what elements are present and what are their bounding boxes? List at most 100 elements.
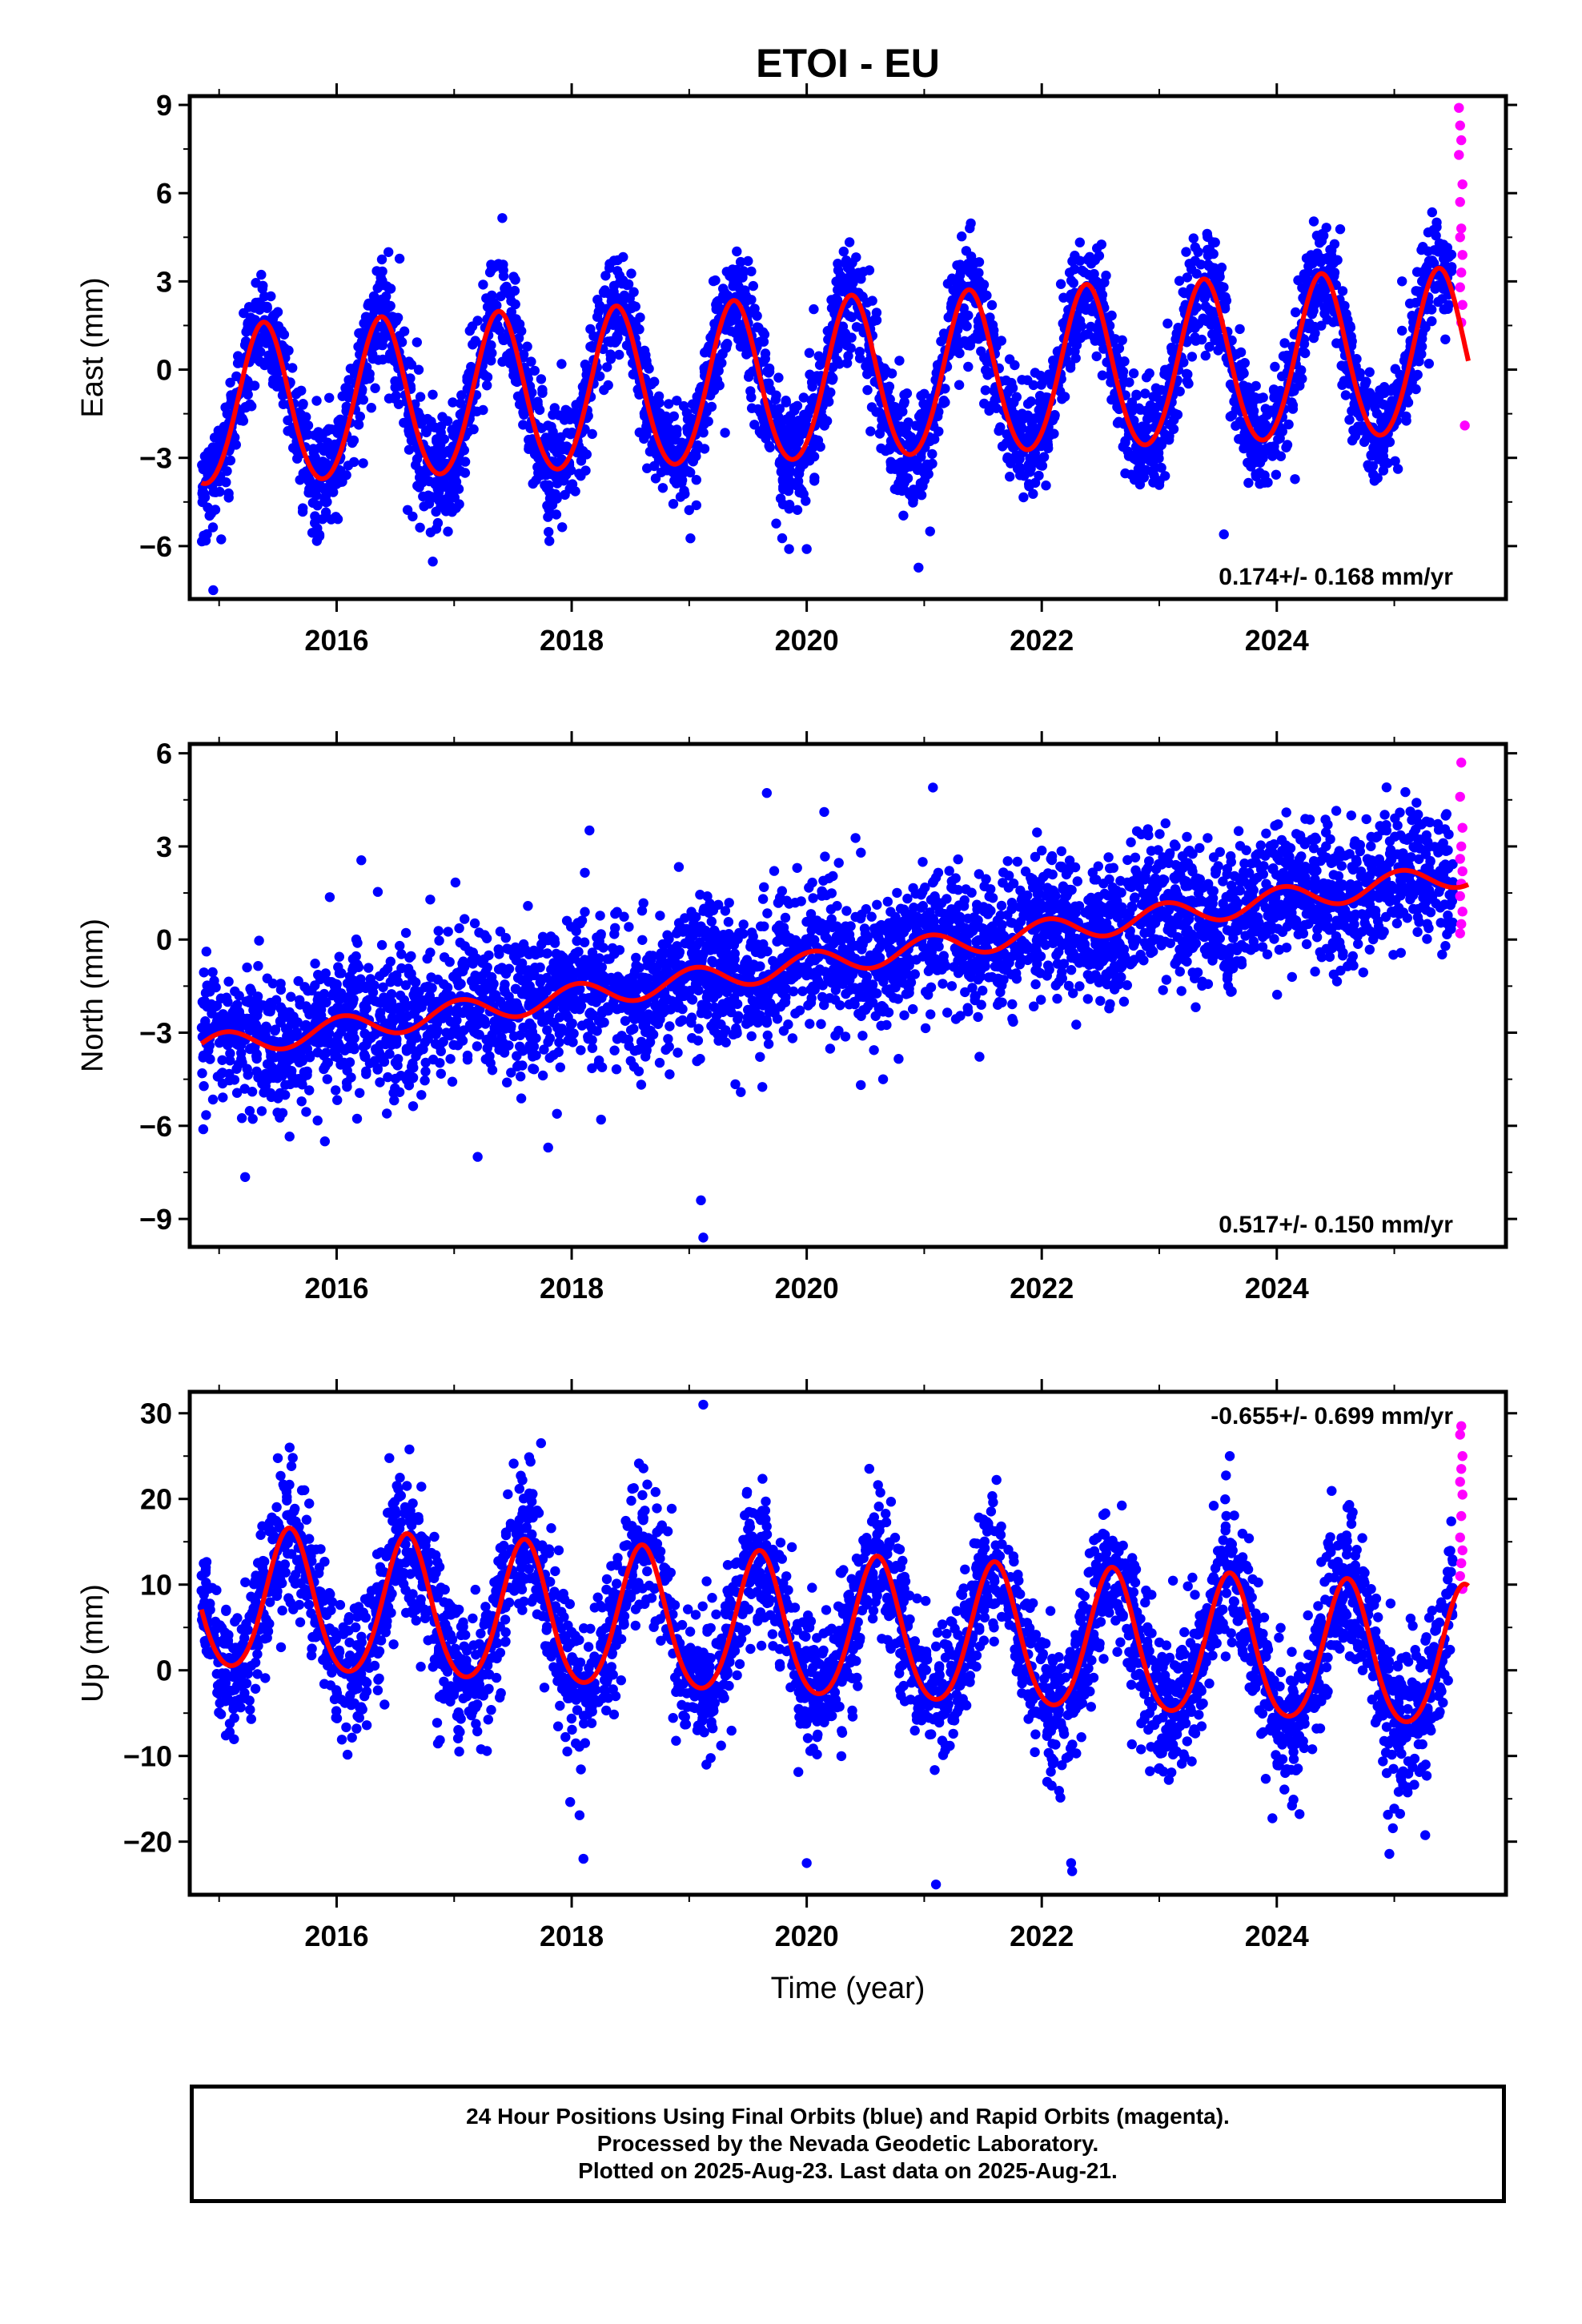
- final-orbit-point: [580, 465, 591, 476]
- final-orbit-point: [677, 437, 687, 448]
- final-orbit-point: [780, 434, 790, 444]
- final-orbit-point: [986, 300, 998, 311]
- final-orbit-point: [1442, 303, 1453, 314]
- final-orbit-point: [324, 892, 335, 903]
- final-orbit-point: [851, 252, 861, 263]
- final-orbit-point: [785, 466, 796, 476]
- final-orbit-point: [383, 353, 394, 364]
- final-orbit-point: [1086, 321, 1096, 332]
- final-orbit-point: [1429, 258, 1439, 269]
- final-orbit-point: [559, 415, 570, 425]
- final-orbit-point: [393, 399, 404, 409]
- final-orbit-point: [462, 384, 472, 394]
- final-orbit-point: [1281, 807, 1291, 818]
- final-orbit-point: [682, 414, 693, 424]
- final-orbit-point: [310, 959, 320, 969]
- final-orbit-point: [1331, 338, 1342, 348]
- final-orbit-point: [438, 459, 448, 469]
- final-orbit-point: [1162, 364, 1172, 375]
- final-orbit-point: [460, 468, 471, 478]
- final-orbit-point: [256, 269, 267, 280]
- final-orbit-point: [979, 398, 990, 409]
- final-orbit-point: [537, 388, 548, 398]
- final-orbit-point: [1174, 386, 1185, 396]
- final-orbit-point: [1065, 360, 1076, 370]
- final-orbit-point: [841, 255, 852, 266]
- x-tick-label: 2020: [775, 624, 839, 657]
- final-orbit-point: [1018, 492, 1029, 503]
- final-orbit-point: [1282, 440, 1293, 450]
- final-orbit-point: [1361, 388, 1371, 399]
- final-orbit-point: [927, 458, 938, 469]
- final-orbit-point: [1306, 250, 1316, 260]
- final-orbit-point: [755, 1051, 765, 1063]
- final-orbit-point: [733, 323, 745, 334]
- final-orbit-point: [1172, 409, 1183, 420]
- final-orbit-point: [497, 213, 508, 223]
- final-orbit-point: [619, 911, 629, 922]
- final-orbit-point: [570, 486, 580, 497]
- final-orbit-point: [556, 359, 567, 369]
- final-orbit-point: [691, 475, 701, 485]
- final-orbit-point: [1204, 341, 1215, 352]
- final-orbit-point: [1419, 320, 1430, 332]
- final-orbit-point: [643, 973, 653, 984]
- final-orbit-point: [818, 875, 829, 887]
- final-orbit-point: [1332, 255, 1343, 265]
- final-orbit-point: [603, 336, 613, 347]
- final-orbit-point: [1181, 368, 1192, 379]
- final-orbit-point: [1324, 263, 1335, 274]
- final-orbit-point: [1258, 392, 1268, 403]
- final-orbit-point: [322, 426, 332, 436]
- final-orbit-point: [296, 1096, 307, 1107]
- final-orbit-point: [672, 396, 682, 406]
- y-tick-label: 0: [156, 354, 172, 387]
- final-orbit-point: [1290, 474, 1300, 485]
- final-orbit-point: [927, 448, 938, 460]
- final-orbit-point: [1182, 376, 1193, 387]
- final-orbit-point: [1221, 296, 1232, 306]
- final-orbit-point: [300, 468, 311, 479]
- final-orbit-point: [297, 506, 308, 517]
- final-orbit-point: [1355, 866, 1367, 877]
- final-orbit-point: [913, 562, 924, 573]
- final-orbit-point: [1397, 276, 1407, 287]
- final-orbit-point: [379, 296, 389, 306]
- final-orbit-point: [456, 390, 467, 400]
- final-orbit-point: [363, 300, 373, 311]
- final-orbit-point: [700, 348, 710, 358]
- final-orbit-point: [1074, 237, 1086, 247]
- final-orbit-point: [764, 363, 775, 374]
- final-orbit-point: [400, 927, 412, 939]
- model-fit-line: [200, 265, 1471, 486]
- final-orbit-point: [275, 376, 286, 387]
- final-orbit-point: [1153, 448, 1164, 458]
- final-orbit-point: [942, 1007, 953, 1018]
- final-orbit-point: [1440, 334, 1451, 344]
- final-orbit-point: [805, 909, 817, 919]
- final-orbit-point: [478, 404, 488, 416]
- final-orbit-point: [710, 275, 721, 286]
- final-orbit-point: [1255, 468, 1265, 478]
- final-orbit-point: [1024, 479, 1034, 489]
- final-orbit-point: [781, 397, 791, 408]
- final-orbit-point: [797, 485, 807, 496]
- final-orbit-point: [869, 1045, 879, 1055]
- final-orbit-point: [505, 358, 516, 369]
- rapid-orbit-point: [1460, 420, 1470, 431]
- final-orbit-point: [1187, 866, 1198, 877]
- final-orbit-point: [555, 1062, 565, 1073]
- y-tick-label: 3: [156, 265, 172, 298]
- final-orbit-point: [736, 1087, 746, 1097]
- final-orbit-point: [207, 522, 219, 533]
- final-orbit-point: [287, 363, 298, 373]
- final-orbit-point: [1017, 375, 1027, 385]
- final-orbit-point: [245, 312, 256, 323]
- final-orbit-point: [1411, 286, 1421, 296]
- final-orbit-point: [773, 372, 784, 383]
- final-orbit-point: [752, 311, 762, 321]
- final-orbit-point: [612, 266, 623, 276]
- final-orbit-outlier-point: [208, 585, 219, 596]
- final-orbit-point: [1379, 382, 1390, 392]
- final-orbit-point: [1015, 421, 1026, 432]
